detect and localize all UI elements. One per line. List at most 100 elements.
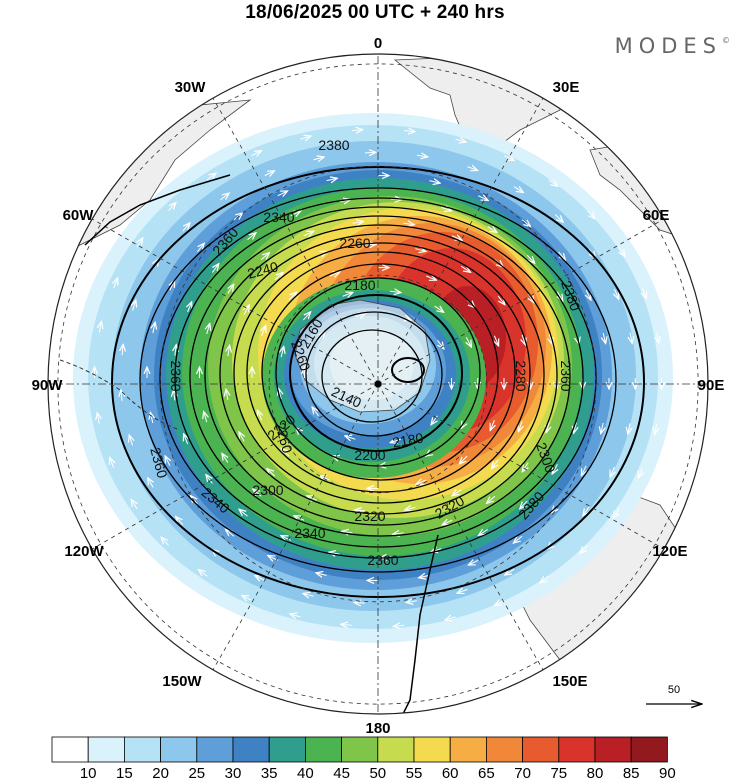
wind-vector-2-10 [288,292,297,301]
wind-vector-3-14 [365,244,376,245]
brand-name: MODES [614,34,722,58]
contour-label-2180-1: 2180 [391,429,425,450]
wind-vector-8-5 [540,575,550,583]
wind-vector-6-22 [429,181,440,183]
colorbar-swatch-8 [341,736,379,763]
wind-vector-7-27 [554,214,563,223]
colorbar-swatch-6 [268,736,306,763]
wind-vector-8-31 [619,246,625,256]
wind-vector-8-29 [548,179,558,187]
wind-vector-3-7 [267,469,276,477]
wind-vector-7-20 [220,193,230,201]
wind-vector-8-13 [161,537,169,546]
wind-vector-5-8 [281,536,292,541]
colorbar-swatch-9 [377,736,415,763]
wind-vector-0-7 [355,313,365,316]
colorbar-tick-50: 50 [369,765,386,782]
colorbar-swatch-13 [522,736,560,763]
wind-vector-3-11 [244,305,249,315]
wind-vector-4-9 [222,453,228,463]
colorbar-swatch-3 [160,736,198,763]
wind-vector-4-12 [207,323,210,335]
graticule [48,54,708,714]
wind-vector-5-5 [431,549,442,552]
wind-vector-5-1 [574,422,577,434]
wind-vector-2-11 [329,272,340,276]
colorbar-swatch-10 [413,736,451,763]
wind-vector-4-21 [549,333,552,345]
reference-vector: 50 [646,684,702,704]
longitude-label-0: 0 [374,35,382,52]
wind-vector-7-21 [264,171,275,176]
wind-vector-6-23 [478,196,488,201]
wind-vector-8-1 [655,423,657,435]
contour-label-2200-0: 2200 [354,447,385,463]
wind-vector-5-2 [552,464,557,474]
wind-vector-7-25 [467,167,477,171]
wind-vector-7-5 [505,569,515,575]
pole-marker [374,380,382,388]
wind-vector-6-20 [326,178,338,180]
wind-vector-3-3 [452,490,462,496]
wind-vector-5-14 [188,302,192,313]
longitude-label-120e: 120E [652,543,687,560]
colorbar-tick-30: 30 [225,765,242,782]
contour-label-2180-0: 2180 [344,277,375,293]
longitude-label-60w: 60W [63,207,95,224]
wind-vector-2-5 [320,476,330,480]
contour-line-4 [189,215,571,537]
colorbar-swatch-2 [124,736,162,763]
wind-vector-5-15 [211,264,218,273]
wind-vector-6-5 [468,560,479,565]
wind-vector-4-13 [228,284,234,294]
colorbar-swatch-5 [232,736,270,763]
colorbar-swatch-12 [485,736,523,763]
contour-label-2360-2: 2360 [147,446,171,480]
wind-vector-8-21 [168,203,175,211]
wind-vector-2-1 [490,420,494,430]
meridian-line-7 [212,383,379,670]
wind-vector-6-8 [316,573,327,575]
wind-vector-8-6 [495,600,505,605]
wind-vector-4-14 [260,253,269,261]
wind-vector-7-30 [630,332,632,344]
wind-vector-2-2 [459,455,468,464]
colorbar-tick-40: 40 [297,765,314,782]
wind-vector-5-9 [239,509,248,517]
brand-logo: MODES© [615,34,730,58]
wind-vector-6-4 [513,535,523,543]
wind-vector-4-7 [294,516,305,521]
meridian-line-11 [212,98,379,385]
wind-vector-2-13 [426,276,436,280]
wind-vector-3-18 [522,334,526,345]
wind-vector-7-13 [148,478,153,488]
wind-vector-3-1 [518,421,522,431]
wind-vector-8-15 [110,457,114,468]
colorbar-swatch-16 [630,736,668,763]
wind-vector-2-15 [494,335,498,346]
wind-vector-6-24 [521,219,531,227]
wind-vector-7-29 [614,288,618,299]
longitude-label-30e: 30E [553,79,580,96]
wind-vector-7-22 [313,157,325,160]
wind-vector-5-13 [175,345,176,356]
dashed-contour [59,359,181,431]
wind-vector-6-25 [558,251,566,261]
wind-vector-8-25 [351,130,363,131]
height-contours [59,166,645,598]
colorbar-tick-35: 35 [261,765,278,782]
wind-vector-6-17 [197,243,204,253]
wind-vector-6-15 [153,322,155,334]
colorbar-swatch-7 [304,736,342,763]
contour-label-2260-1: 2260 [339,235,370,251]
wind-vector-3-12 [274,272,283,281]
wind-vector-7-6 [457,589,468,593]
contour-closed-low [391,357,425,383]
wind-vector-8-4 [580,545,588,553]
wind-vector-5-4 [478,529,488,535]
wind-vector-1-9 [342,292,353,296]
longitude-label-group: 0 30E 60E 90E 120E 150E 180 150W 120W 90W 60W 30W [32,35,725,737]
contour-label-2360-4: 2360 [168,360,184,391]
colorbar-tick-90: 90 [659,765,676,782]
